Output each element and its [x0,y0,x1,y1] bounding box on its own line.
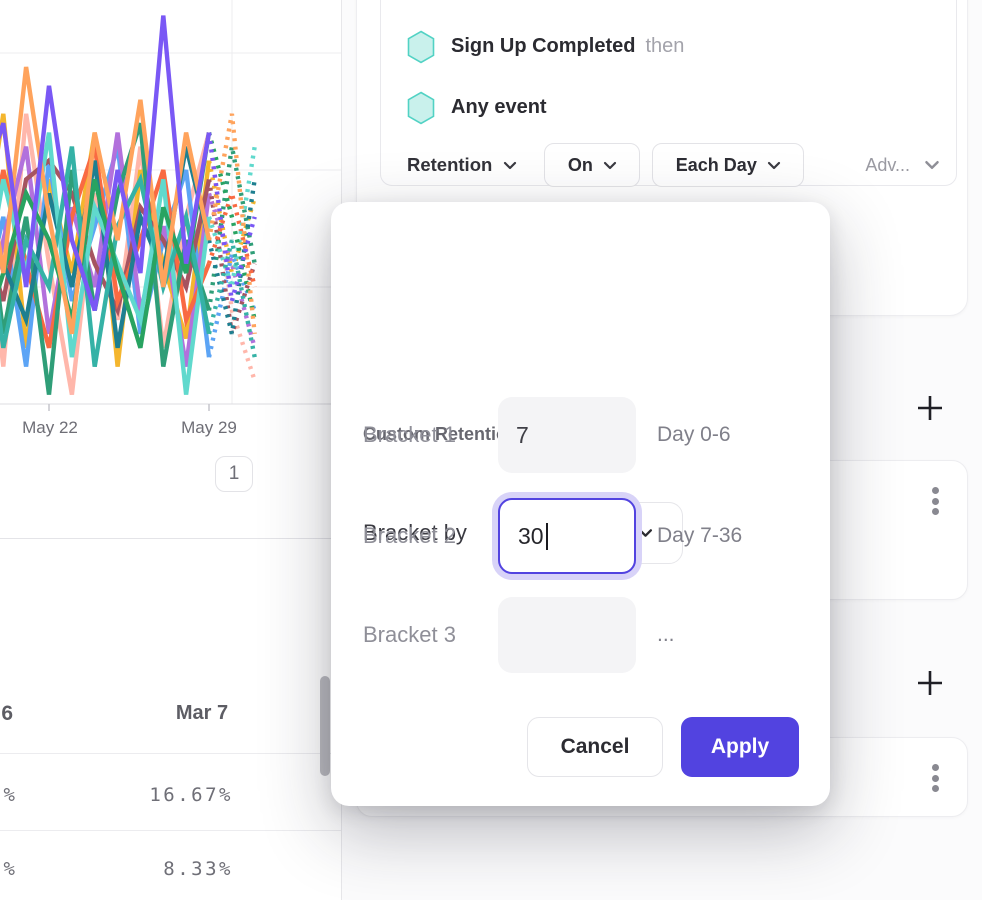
text-caret [545,522,548,550]
kebab-dot [931,785,939,792]
bracket-3-range: ... [657,623,675,646]
more-options-button[interactable] [929,487,941,515]
vertical-scrollbar-thumb[interactable] [320,676,330,776]
on-dropdown[interactable]: On [544,143,641,187]
measurement-dropdown-label: Retention [407,154,493,175]
apply-button[interactable]: Apply [681,717,799,777]
pagination-page-button[interactable]: 1 [215,456,253,492]
kebab-dot [931,764,939,771]
table-header-mar7: Mar 7 [175,702,229,724]
modal-title: Custom Retention [363,424,518,444]
retention-line-chart[interactable] [0,0,342,430]
table-cell-value: 8.33% [163,858,233,880]
on-dropdown-label: On [567,154,593,175]
bracket-2-range: Day 7-36 [657,524,743,547]
interval-dropdown-label: Each Day [675,154,757,175]
interval-dropdown[interactable]: Each Day [652,143,805,187]
plus-icon [918,671,942,695]
table-header-clipped: 6 [1,702,13,725]
bracket-2-input[interactable]: 30 [498,498,636,574]
event-step-row[interactable]: Sign Up Completed then [407,29,956,64]
bracket-1-input[interactable]: 7 [498,397,636,473]
cancel-button[interactable]: Cancel [527,717,663,777]
add-section-button[interactable] [912,665,948,701]
section-divider [0,538,341,539]
bracket-row-3: Bracket 3 ... [331,597,830,673]
table-rule [0,830,341,831]
query-controls-row: Retention On Each Day [407,143,956,187]
kebab-dot [931,774,939,782]
bracket-1-label: Bracket 1 [363,422,456,447]
event-steps-panel: Sign Up Completed then Any event Retenti… [380,0,957,187]
measurement-dropdown[interactable]: Retention [407,154,517,176]
advanced-dropdown[interactable]: Adv... [865,155,940,176]
kebab-dot [931,508,939,515]
event-step-label: Any event [451,96,547,118]
bracket-1-input-value: 7 [516,421,529,448]
bracket-1-range: Day 0-6 [657,423,731,446]
event-step-suffix: then [645,35,685,57]
bracket-row-1: Bracket 1 7 Day 0-6 [331,397,830,473]
chevron-down-icon [504,161,517,169]
table-cell-clipped: % [3,858,15,880]
chevron-down-icon [767,161,780,169]
table-cell-clipped: % [3,784,15,806]
add-section-button[interactable] [912,390,948,426]
bracket-2-label: Bracket 2 [363,523,456,548]
chevron-down-icon [639,529,653,537]
hexagon-event-icon [407,30,435,63]
kebab-dot [931,497,939,505]
hexagon-event-icon [407,91,435,124]
bracket-by-label: Bracket by [363,520,467,545]
chevron-down-icon [925,161,939,169]
x-axis-tick-label: May 22 [22,418,78,437]
bracket-3-input[interactable] [498,597,636,673]
chevron-down-icon [603,161,616,169]
report-panel: May 22 May 29 1 6 Mar 7 % 16.67% % 8.33% [0,0,342,900]
bracket-3-label: Bracket 3 [363,622,456,647]
x-axis-tick-label: May 29 [181,418,237,437]
plus-icon [918,396,942,420]
table-cell-value: 16.67% [149,784,233,806]
bracket-row-2: Bracket 2 30 Day 7-36 [331,498,830,574]
more-options-button[interactable] [929,764,941,792]
event-step-row[interactable]: Any event [407,90,956,125]
bracket-2-input-value: 30 [518,522,544,549]
kebab-dot [931,487,939,494]
event-step-label: Sign Up Completed [451,35,636,57]
advanced-dropdown-label: Adv... [865,154,910,175]
custom-retention-modal: Custom Retention Bracket by Daily Bracke… [331,202,830,806]
table-rule [0,753,341,754]
modal-actions: Cancel Apply [331,717,799,777]
